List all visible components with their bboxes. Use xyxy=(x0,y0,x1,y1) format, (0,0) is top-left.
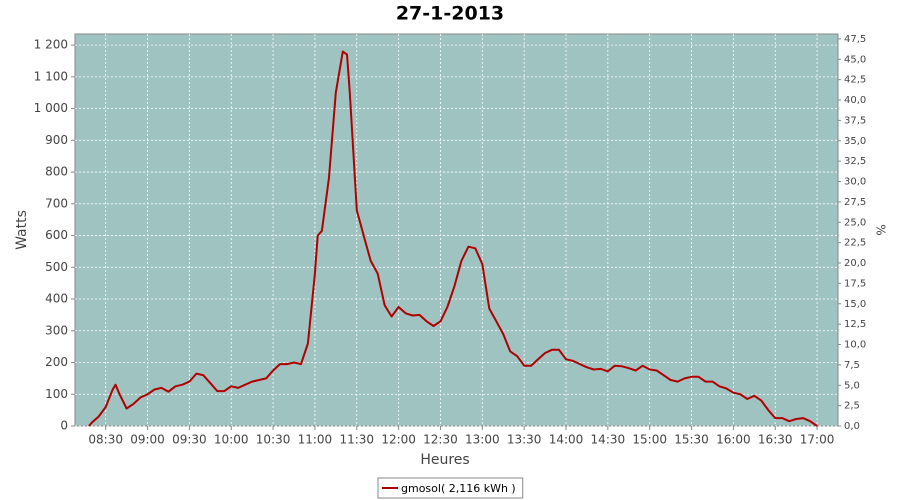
chart-title: 27-1-2013 xyxy=(396,3,504,25)
y2-tick-label: 15,0 xyxy=(844,299,866,310)
y2-tick-label: 2,5 xyxy=(844,401,860,412)
x-tick-label: 17:00 xyxy=(800,433,835,447)
y-tick-label: 1 200 xyxy=(34,38,68,52)
y-tick-label: 700 xyxy=(45,196,68,210)
x-tick-label: 08:30 xyxy=(88,433,123,447)
data-line xyxy=(88,50,818,427)
y-tick-label: 500 xyxy=(45,260,68,274)
x-tick-label: 11:30 xyxy=(339,433,374,447)
x-tick-label: 12:30 xyxy=(423,433,458,447)
y2-tick-label: 5,0 xyxy=(844,380,860,391)
y-tick-label: 400 xyxy=(45,292,68,306)
x-tick-label: 14:30 xyxy=(591,433,626,447)
y-tick-label: 1 000 xyxy=(34,101,68,115)
x-tick-label: 16:30 xyxy=(758,433,793,447)
y2-axis-label: % xyxy=(874,224,888,235)
x-tick-label: 16:00 xyxy=(716,433,751,447)
y2-tick-label: 42,5 xyxy=(844,75,866,86)
y-tick-label: 800 xyxy=(45,165,68,179)
y2-tick-label: 10,0 xyxy=(844,340,866,351)
y2-tick-label: 35,0 xyxy=(844,136,866,147)
y2-tick-label: 30,0 xyxy=(844,177,866,188)
x-tick-label: 09:00 xyxy=(130,433,165,447)
y-tick-label: 600 xyxy=(45,228,68,242)
legend-box xyxy=(377,477,524,499)
y2-tick-label: 12,5 xyxy=(844,319,866,330)
legend: gmosol( 2,116 kWh ) xyxy=(377,477,524,499)
y2-tick-label: 7,5 xyxy=(844,360,860,371)
y2-tick-label: 25,0 xyxy=(844,217,866,228)
legend-label: gmosol( 2,116 kWh ) xyxy=(401,482,516,495)
y-tick-label: 1 100 xyxy=(34,69,68,83)
y2-tick-label: 27,5 xyxy=(844,197,866,208)
y-axis-label: Watts xyxy=(14,210,30,250)
y-tick-label: 200 xyxy=(45,355,68,369)
x-tick-label: 15:30 xyxy=(674,433,709,447)
x-tick-label: 10:00 xyxy=(214,433,249,447)
x-tick-label: 10:30 xyxy=(256,433,291,447)
x-tick-label: 13:30 xyxy=(507,433,542,447)
y2-tick-label: 47,5 xyxy=(844,34,866,45)
y2-tick-label: 37,5 xyxy=(844,115,866,126)
x-axis-label: Heures xyxy=(420,452,469,468)
y2-tick-label: 22,5 xyxy=(844,238,866,249)
y-tick-label: 300 xyxy=(45,323,68,337)
y2-tick-label: 32,5 xyxy=(844,156,866,167)
x-tick-label: 09:30 xyxy=(172,433,207,447)
y2-tick-label: 45,0 xyxy=(844,54,866,65)
plot-area xyxy=(74,33,839,427)
y2-tick-label: 17,5 xyxy=(844,278,866,289)
y2-tick-label: 40,0 xyxy=(844,95,866,106)
y-tick-label: 900 xyxy=(45,133,68,147)
y-tick-label: 100 xyxy=(45,387,68,401)
y-tick-label: 0 xyxy=(60,419,68,433)
x-tick-label: 13:00 xyxy=(465,433,500,447)
x-tick-label: 15:00 xyxy=(632,433,667,447)
x-tick-label: 12:00 xyxy=(381,433,416,447)
y2-tick-label: 20,0 xyxy=(844,258,866,269)
y2-tick-label: 0,0 xyxy=(844,421,860,432)
x-tick-label: 14:00 xyxy=(549,433,584,447)
x-tick-label: 11:00 xyxy=(298,433,333,447)
